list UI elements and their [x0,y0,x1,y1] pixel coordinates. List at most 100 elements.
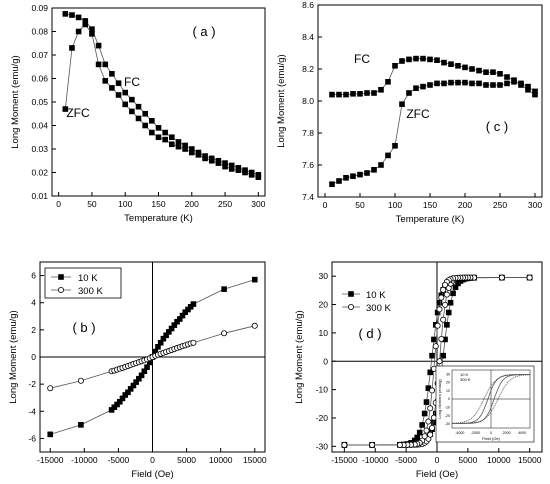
data-point-zfc [188,149,195,156]
data-point-fc [122,89,129,96]
inset-y-tick-label: 20 [446,381,450,385]
chart-panel-d: -15000 -10000 -5000 0 5000 10000 15000-30-20-1… [294,261,543,480]
data-point-10k [190,301,197,307]
data-point-zfc [336,178,342,184]
data-point-300k [429,387,436,394]
x-tick-label: -10000 [71,455,98,465]
data-point-fc [427,56,433,63]
inset-legend-label-300k: 300 K [460,377,471,382]
data-point-fc [169,134,175,141]
data-point-300k [429,424,436,431]
x-axis-label: Temperature (K) [124,213,193,224]
inset-y-tick-label: 10 [446,389,450,393]
data-point-fc [483,69,489,76]
data-point-300k [421,433,428,440]
x-tick-label: 100 [118,199,132,209]
x-tick-label: 150 [151,199,165,209]
data-point-300k [436,358,443,365]
data-point-zfc [427,82,433,88]
data-point-zfc [329,181,335,188]
x-axis-label: Field (Oe) [416,469,458,480]
inset-y-tick-label: -20 [445,414,450,418]
y-tick-label: 8.0 [302,96,314,106]
data-point-300k [440,316,447,323]
annotation-zfc: ZFC [406,107,430,121]
x-tick-label: -10000 [362,455,389,465]
y-tick-label: 7.6 [302,160,314,170]
data-point-zfc [462,79,468,86]
data-point-300k [526,274,533,281]
data-point-zfc [215,160,222,166]
x-tick-label: -5000 [395,455,417,465]
inset-x-axis-label: Field (Oe) [482,436,500,441]
data-point-zfc [385,152,391,159]
panel-label-a: ( a ) [192,24,215,39]
data-point-zfc [392,142,398,149]
y-tick-label: 0 [31,352,36,362]
data-point-fc [420,55,426,62]
x-tick-label: 0 [150,455,155,465]
y-tick-label: 8.4 [302,32,314,42]
panel-label-c: ( c ) [486,119,508,134]
data-point-300k [432,343,439,350]
chart-panel-b: -15000 -10000 -5000 0 5000 10000 15000 -6 -4 -2 0 2… [8,261,267,480]
y-tick-label: 0.01 [31,191,48,201]
data-point-zfc [115,92,122,98]
y-tick-label: 8.2 [302,64,314,74]
data-point-zfc [149,129,155,136]
annotation-zfc: ZFC [66,106,90,120]
inset-x-tick-label: -2000 [471,431,480,435]
y-tick-label: 6 [31,271,36,281]
data-point-fc [490,69,496,76]
data-point-fc [62,11,69,17]
data-point-zfc [135,115,142,122]
x-tick-label: 200 [458,200,472,210]
data-point-10k [447,299,454,306]
y-tick-label: 8.6 [302,0,314,10]
data-point-zfc [75,28,82,35]
data-point-zfc [399,101,405,108]
y-axis-label: Long Moment (emu/g) [276,54,287,147]
data-point-300k [341,441,348,448]
data-point-10k [431,419,437,426]
x-tick-label: 50 [355,200,365,210]
y-tick-label: -10 [316,385,329,395]
data-point-10k [144,364,150,370]
data-point-zfc [208,157,215,164]
data-point-fc [392,63,398,69]
data-point-300k [443,291,450,298]
inset-y-tick-label: -10 [445,405,450,409]
data-point-zfc [155,134,162,141]
data-point-300k [434,322,441,329]
data-point-zfc [532,88,538,95]
data-point-10k [427,369,434,376]
data-point-300k [442,301,449,308]
data-point-10k [416,429,423,436]
y-tick-label: -20 [316,413,329,423]
legend-box [44,267,122,299]
x-tick-label: 5000 [458,455,477,465]
y-tick-label: 0.07 [31,50,48,60]
data-point-zfc [195,152,202,158]
y-tick-label: 0.09 [31,3,48,13]
data-point-zfc [497,82,503,88]
data-point-300k [427,431,434,438]
data-point-10k [450,290,456,297]
data-point-zfc [162,136,168,143]
data-point-300k [442,281,449,288]
data-point-fc [371,90,377,96]
data-point-10k [444,322,450,328]
data-point-zfc [357,171,363,178]
y-tick-label: 0.04 [31,121,48,131]
data-point-fc [357,91,363,97]
data-point-10k [221,286,227,292]
data-point-fc [455,63,461,69]
data-point-zfc [175,143,182,150]
x-tick-label: 200 [185,199,199,209]
y-tick-label: -6 [28,433,36,443]
inset-y-tick-label: -30 [445,422,450,426]
y-tick-label: 10 [319,328,329,338]
data-point-zfc [420,83,426,90]
data-point-10k [429,352,435,359]
